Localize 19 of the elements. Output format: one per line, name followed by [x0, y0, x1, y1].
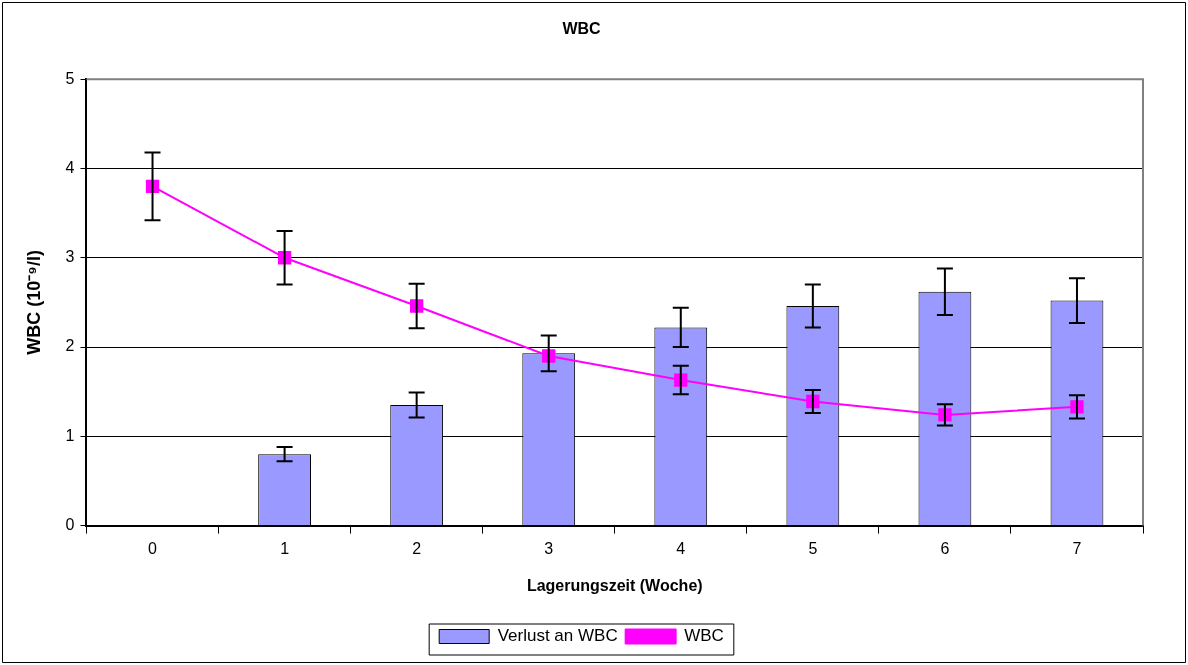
x-tick-label: 2	[412, 539, 422, 557]
x-tick-label: 6	[940, 539, 950, 557]
x-axis-title: Lagerungszeit (Woche)	[526, 576, 703, 594]
x-tick-label: 4	[676, 539, 686, 557]
x-tick-label: 5	[808, 539, 818, 557]
y-tick-label: 4	[65, 158, 75, 176]
x-tick-label: 1	[280, 539, 290, 557]
y-tick-label: 3	[65, 248, 75, 266]
x-tick-label: 3	[544, 539, 554, 557]
x-tick-label: 0	[148, 539, 158, 557]
x-tick-label: 7	[1072, 539, 1082, 557]
y-tick-label: 0	[65, 516, 75, 534]
legend-label: WBC	[684, 626, 724, 646]
y-axis-title: WBC (10⁻⁹/l)	[23, 250, 44, 355]
y-tick-label: 5	[65, 69, 75, 87]
y-tick-label: 1	[65, 426, 75, 444]
legend-label: Verlust an WBC	[497, 626, 618, 646]
chart-title: WBC	[562, 20, 602, 38]
y-tick-label: 2	[65, 337, 75, 355]
